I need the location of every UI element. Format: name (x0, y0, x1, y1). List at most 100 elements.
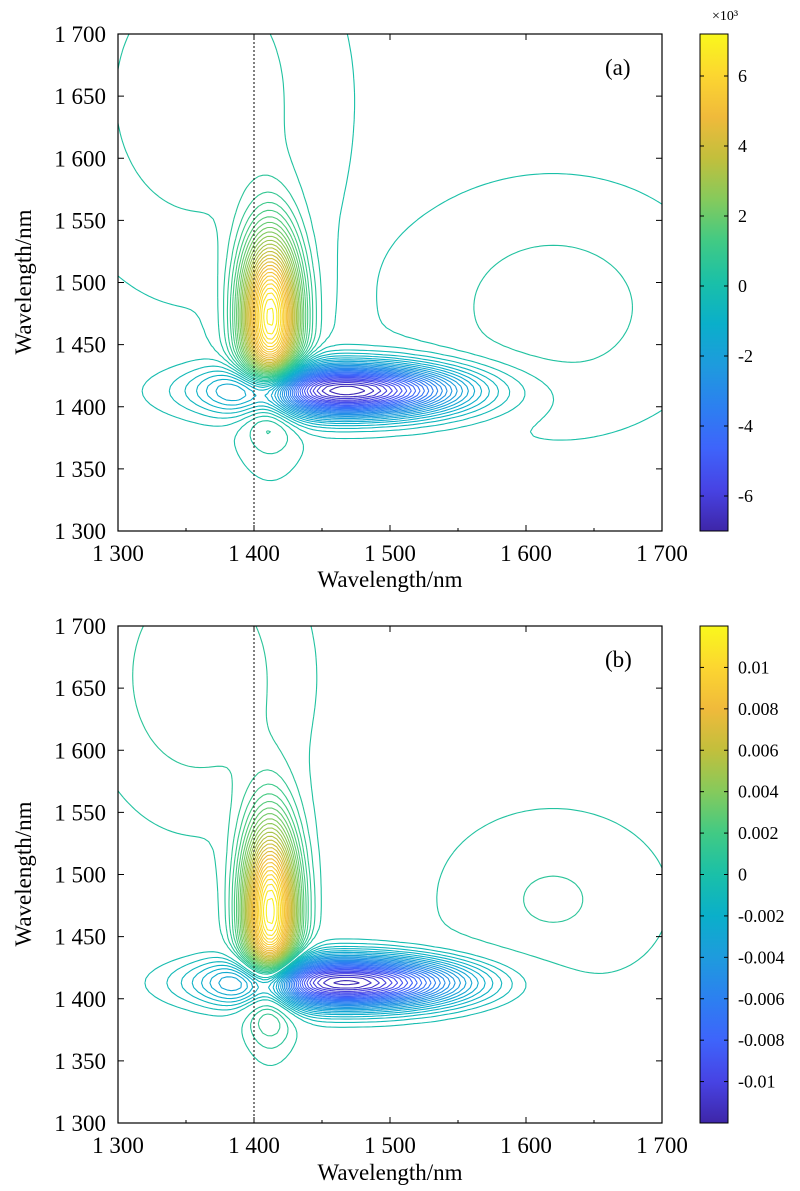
contour-line (228, 769, 312, 1037)
contour-line (240, 818, 300, 965)
contour-line (166, 942, 513, 1023)
contour-layer-a (117, 33, 663, 482)
contour-line (333, 980, 360, 986)
y-tick-label: 1 400 (54, 987, 106, 1012)
contour-line (195, 355, 490, 427)
y-axis-title-b: Wavelength/nm (11, 801, 36, 946)
contour-line (246, 835, 295, 960)
x-tick-label: 1 400 (228, 1133, 280, 1158)
colorbar-tick-label: 6 (738, 66, 747, 86)
contour-line (259, 287, 282, 344)
colorbar-tick-label: -0.004 (738, 947, 785, 967)
y-tick-label: 1 650 (54, 676, 106, 701)
contour-line (141, 343, 526, 440)
contour-line (293, 371, 425, 410)
colorbar-tick-label: -0.01 (738, 1072, 776, 1092)
contour-line (249, 847, 291, 956)
colorbar-tick-label: 0.006 (738, 740, 779, 760)
y-tick-label: 1 350 (54, 1049, 106, 1074)
contour-line (303, 969, 404, 996)
contour-line (256, 279, 285, 350)
contour-line (323, 976, 372, 989)
y-tick-label: 1 400 (54, 395, 106, 420)
contour-line (309, 379, 393, 402)
contour-line (274, 360, 469, 421)
contour-line (240, 235, 300, 370)
contour-line (144, 938, 527, 1028)
panel-label-a: (a) (605, 55, 631, 80)
colorbar-tick-label: 4 (738, 136, 747, 156)
contour-line (285, 958, 451, 1007)
colorbar-tick-label: -6 (738, 486, 753, 506)
contour-line (309, 971, 393, 994)
x-tick-label: 1 300 (92, 541, 144, 566)
contour-line (251, 854, 289, 953)
y-tick-label: 1 300 (54, 1111, 106, 1136)
y-tick-label: 1 700 (54, 22, 106, 47)
contour-line (254, 275, 286, 353)
contour-line (250, 850, 290, 955)
contour-line (262, 889, 278, 932)
contour-line (226, 191, 314, 379)
contour-line (205, 357, 483, 425)
contour-line (239, 813, 302, 966)
contour-layer-b (117, 625, 663, 1067)
colorbar-tick-label: 0.004 (738, 782, 779, 802)
contour-line (184, 352, 500, 429)
contour-line (292, 963, 432, 1003)
contour-line (234, 216, 307, 375)
contour-line (295, 965, 423, 1001)
y-axis-b: 1 300 1 350 1 400 1 450 1 500 1 550 1 600 1 650… (54, 614, 662, 1136)
x-axis-title-a: Wavelength/nm (317, 567, 462, 592)
y-tick-label: 1 700 (54, 614, 106, 639)
contour-line (209, 951, 479, 1014)
contour-line (303, 376, 403, 405)
contour-line (261, 883, 280, 936)
contour-line (265, 897, 275, 925)
x-tick-label: 1 700 (636, 541, 688, 566)
contour-line (297, 966, 418, 1000)
contour-line (285, 367, 443, 414)
contour-line (253, 271, 287, 355)
y-tick-label: 1 350 (54, 457, 106, 482)
contour-line (277, 362, 464, 420)
contour-line (299, 374, 412, 407)
y-tick-label: 1 550 (54, 800, 106, 825)
contour-line (249, 261, 291, 361)
colorbar-tick-label: -0.008 (738, 1030, 785, 1050)
y-tick-label: 1 650 (54, 84, 106, 109)
contour-line (306, 378, 398, 404)
contour-line (261, 292, 280, 340)
colorbar-b: 0.01 0.008 0.006 0.004 0.002 0 -0.002 -0.004 -0.… (699, 625, 785, 1124)
contour-line (290, 961, 437, 1004)
contour-line (200, 950, 486, 1016)
contour-line (263, 298, 278, 335)
colorbar-tick-label: 0.01 (738, 657, 770, 677)
y-tick-label: 1 500 (54, 271, 106, 296)
colorbar-a: 6 4 2 0 -2 -4 -6 (699, 33, 753, 532)
x-axis-a: 1 300 1 400 1 500 1 600 1 700 (92, 34, 688, 566)
x-axis-title-b: Wavelength/nm (317, 1160, 462, 1185)
colorbar-gradient (699, 625, 729, 1124)
contour-line (248, 843, 293, 958)
contour-line (266, 307, 274, 326)
contour-line (256, 869, 284, 946)
contour-line (229, 201, 311, 377)
contour-line (242, 823, 299, 964)
contour-line (243, 243, 298, 368)
contour-line (312, 380, 388, 401)
contour-line (289, 369, 434, 412)
colorbar-tick-label: -0.006 (738, 989, 785, 1009)
contour-line (279, 363, 458, 418)
contour-line (287, 959, 446, 1006)
contour-line (257, 283, 283, 348)
contour-line (231, 783, 309, 971)
colorbar-tick-label: -4 (738, 416, 753, 436)
contour-line (247, 839, 294, 959)
x-tick-label: 1 400 (228, 541, 280, 566)
contour-line (283, 957, 456, 1008)
contour-line (297, 373, 417, 408)
contour-line (237, 226, 303, 373)
contour-line (259, 878, 282, 940)
